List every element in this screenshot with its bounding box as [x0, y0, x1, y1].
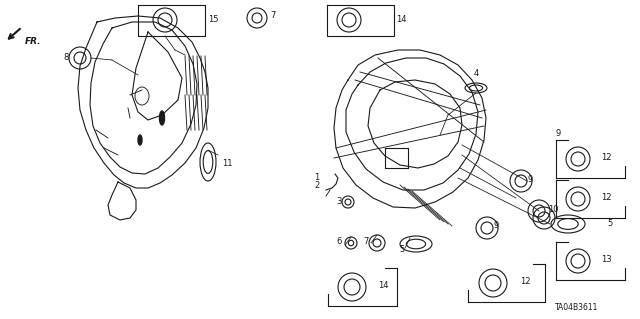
Text: 14: 14 — [378, 280, 388, 290]
Text: 9: 9 — [493, 221, 499, 231]
Text: 6: 6 — [336, 238, 341, 247]
Text: 8: 8 — [63, 54, 68, 63]
Text: 7: 7 — [363, 238, 369, 247]
Text: 2: 2 — [314, 182, 319, 190]
Text: 4: 4 — [474, 70, 479, 78]
Ellipse shape — [138, 135, 142, 145]
Text: 12: 12 — [520, 277, 531, 286]
Text: 14: 14 — [396, 16, 406, 25]
Text: 9: 9 — [556, 130, 561, 138]
Text: 9: 9 — [527, 175, 532, 184]
Text: 12: 12 — [601, 152, 611, 161]
Text: 15: 15 — [208, 16, 218, 25]
Text: 10: 10 — [548, 205, 559, 214]
Text: 12: 12 — [601, 192, 611, 202]
Ellipse shape — [159, 111, 164, 125]
Text: 5: 5 — [607, 219, 612, 228]
Text: 3: 3 — [336, 197, 341, 206]
Text: 13: 13 — [601, 255, 612, 263]
Text: TA04B3611: TA04B3611 — [555, 303, 598, 312]
Text: 5: 5 — [399, 246, 404, 255]
Text: 1: 1 — [314, 174, 319, 182]
Text: 11: 11 — [222, 159, 232, 167]
Text: 7: 7 — [270, 11, 275, 20]
Text: FR.: FR. — [25, 38, 42, 47]
